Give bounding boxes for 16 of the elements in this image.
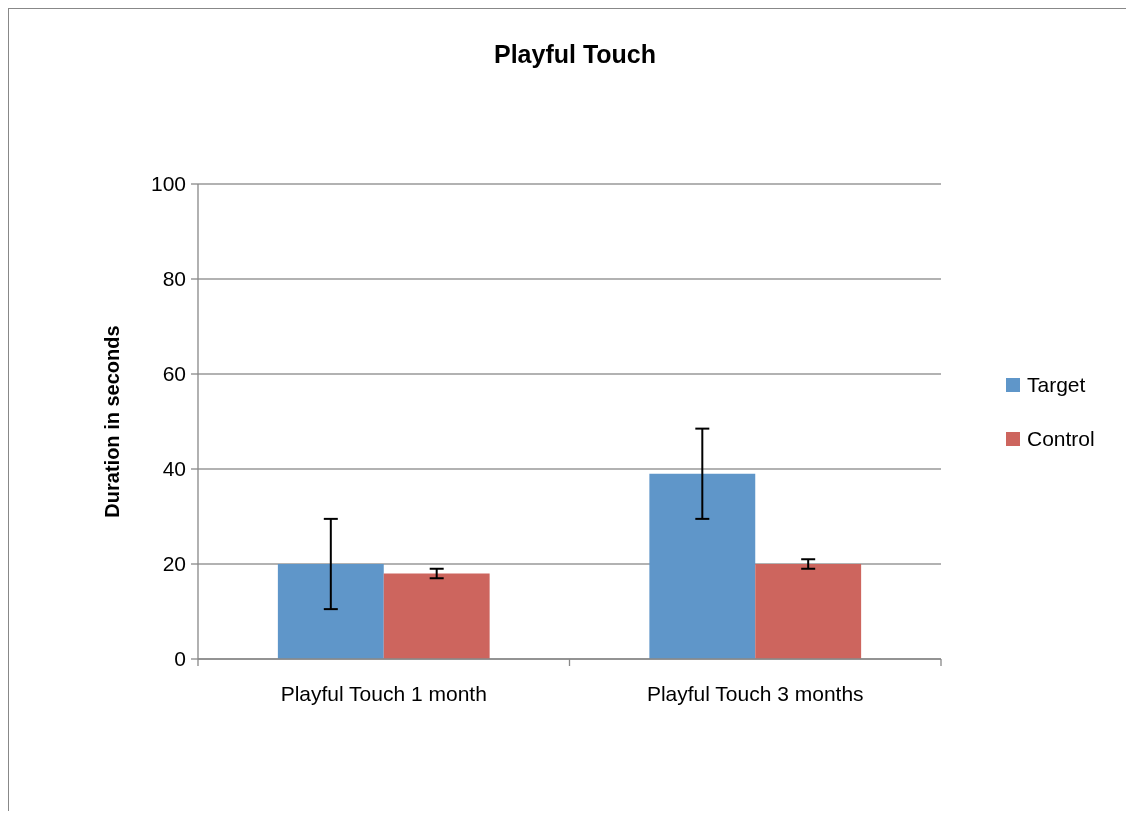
y-tick-label: 80 <box>162 267 186 291</box>
legend-label: Control <box>1027 427 1095 451</box>
y-tick-label: 60 <box>162 362 186 386</box>
y-tick-label: 40 <box>162 457 186 481</box>
bar <box>383 573 490 659</box>
bar <box>649 473 756 659</box>
legend-label: Target <box>1027 373 1086 397</box>
bar <box>755 564 862 659</box>
x-tick-label: Playful Touch 1 month <box>280 682 487 705</box>
y-tick-label: 100 <box>150 172 186 196</box>
x-tick-label: Playful Touch 3 months <box>646 682 864 705</box>
y-axis-title: Duration in seconds <box>101 325 123 518</box>
y-tick-label: 20 <box>162 552 186 576</box>
chart-title: Playful Touch <box>493 40 657 68</box>
y-tick-label: 0 <box>174 647 186 671</box>
bar <box>277 564 384 659</box>
